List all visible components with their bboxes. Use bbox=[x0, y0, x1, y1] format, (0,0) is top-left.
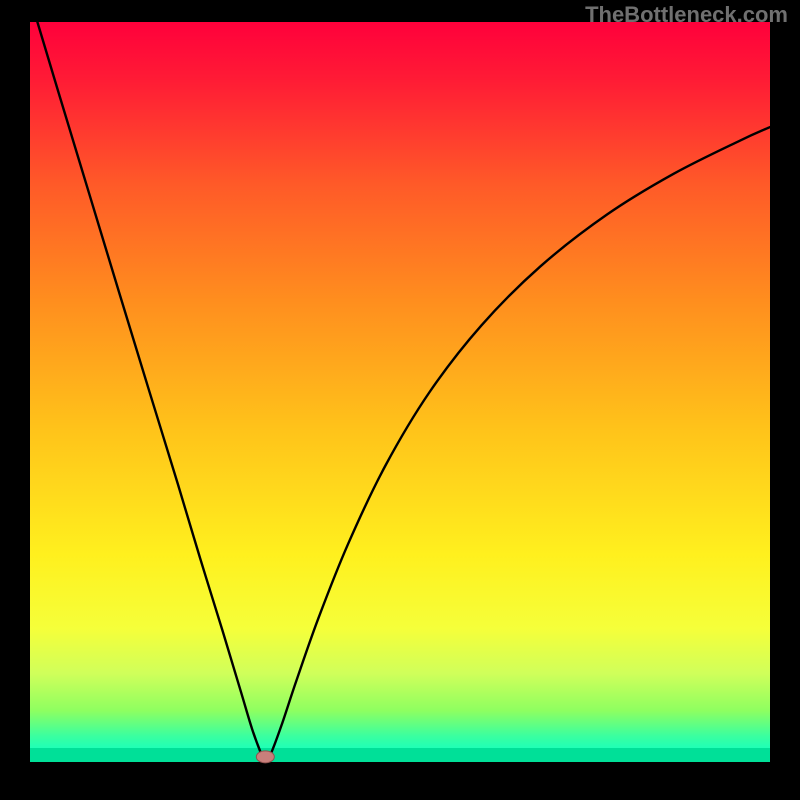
chart-container: TheBottleneck.com bbox=[0, 0, 800, 800]
plot-area bbox=[30, 22, 770, 762]
watermark-text: TheBottleneck.com bbox=[585, 2, 788, 28]
optimal-point-marker bbox=[256, 751, 274, 763]
bottleneck-chart bbox=[0, 0, 800, 800]
bottom-green-band bbox=[30, 748, 770, 762]
